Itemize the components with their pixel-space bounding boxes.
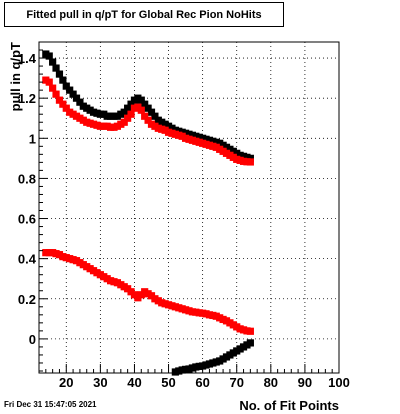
y-tick-label: 1 <box>29 131 36 146</box>
data-point <box>127 100 135 108</box>
y-tick-label: 1.4 <box>18 51 37 66</box>
series-1 <box>42 76 254 166</box>
timestamp-label: Fri Dec 31 15:47:05 2021 <box>4 400 97 409</box>
data-point <box>72 94 81 102</box>
chart-title-box: Fitted pull in q/pT for Global Rec Pion … <box>4 2 284 27</box>
data-point <box>59 76 67 84</box>
series-2 <box>42 249 254 335</box>
data-point <box>55 96 64 104</box>
data-point <box>144 116 152 124</box>
y-tick-label: 0.8 <box>18 171 36 186</box>
data-point <box>137 96 145 104</box>
data-point <box>124 104 132 112</box>
data-point <box>49 84 57 92</box>
x-tick-label: 30 <box>93 375 107 390</box>
y-axis-label: pull in q/pT <box>8 42 23 111</box>
plot-frame <box>38 41 340 374</box>
x-tick-label: 50 <box>161 375 175 390</box>
x-tick-label: 40 <box>127 375 141 390</box>
y-tick-label: 0.4 <box>18 252 37 267</box>
data-point <box>69 90 77 98</box>
x-tick-label: 80 <box>264 375 278 390</box>
data-point <box>59 100 67 108</box>
data-point <box>137 106 145 114</box>
data-point <box>144 104 152 112</box>
x-axis-label: No. of Fit Points <box>239 398 339 413</box>
data-point <box>45 78 53 86</box>
series-0 <box>42 50 254 162</box>
y-tick-label: 0.6 <box>18 212 36 227</box>
data-point <box>45 52 53 60</box>
axes: 20 30 40 50 60 70 80 90 100 0 0.2 0.4 0.6 0.8 1 1.2 1.4 <box>18 49 350 390</box>
data-point <box>66 86 74 94</box>
data-point <box>151 112 159 120</box>
data-point <box>52 90 60 98</box>
chart-title: Fitted pull in q/pT for Global Rec Pion … <box>26 8 262 21</box>
x-tick-label: 20 <box>59 375 73 390</box>
x-tick-label: 70 <box>229 375 243 390</box>
data-point <box>246 158 254 166</box>
data-point <box>120 108 128 116</box>
data-point <box>76 98 84 106</box>
data-point <box>246 339 254 347</box>
data-point <box>52 64 60 72</box>
y-tick-label: 0 <box>29 332 36 347</box>
data-point <box>62 104 70 112</box>
data-point <box>49 58 57 66</box>
data-point <box>141 112 149 120</box>
data-point <box>147 108 156 116</box>
data-point <box>62 82 70 90</box>
x-tick-label: 90 <box>298 375 312 390</box>
x-tick-label: 100 <box>328 375 350 390</box>
data-point <box>55 70 64 78</box>
data-point <box>127 110 135 118</box>
x-tick-label: 60 <box>195 375 209 390</box>
data-point <box>141 100 149 108</box>
data-point <box>124 114 132 122</box>
data-series <box>42 50 254 376</box>
y-tick-label: 0.2 <box>18 292 36 307</box>
data-point <box>246 327 254 335</box>
y-tick-label: 1.2 <box>18 91 36 106</box>
data-point <box>120 118 128 126</box>
